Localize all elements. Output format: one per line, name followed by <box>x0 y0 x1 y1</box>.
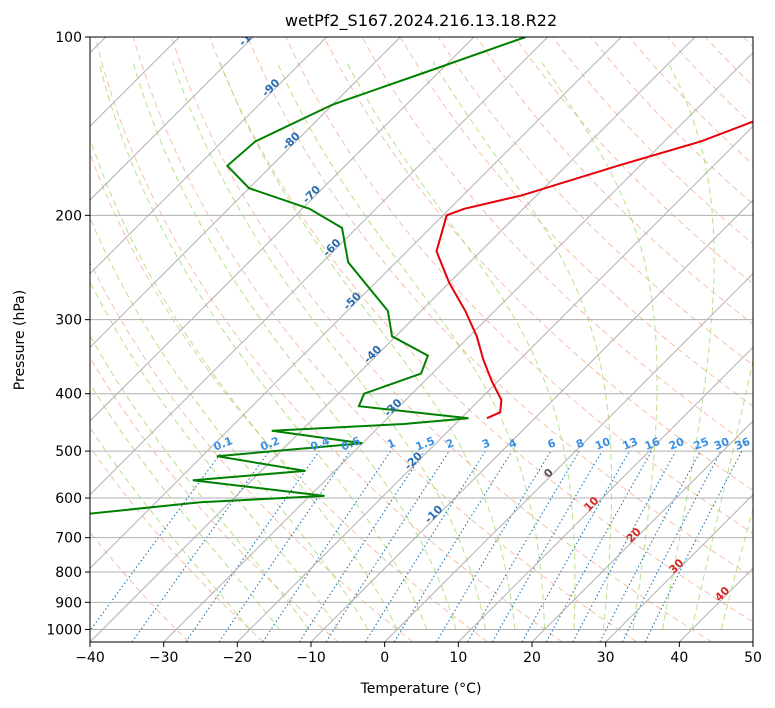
x-tick-label: 20 <box>523 650 541 666</box>
isotherm-line <box>90 37 475 422</box>
moist-adiabat-line <box>276 61 546 630</box>
mixing-ratio-label: 10 <box>593 435 612 453</box>
x-axis-label: Temperature (°C) <box>360 681 482 697</box>
isotherm-line <box>531 420 753 642</box>
sounding-series <box>90 37 753 515</box>
moist-adiabat-line <box>661 61 715 630</box>
mixing-ratio-label: 36 <box>733 435 752 453</box>
y-tick-label: 600 <box>55 491 82 507</box>
moist-adiabat-line <box>691 358 753 630</box>
mixing-ratio-label: 2 <box>444 436 456 451</box>
y-tick-label: 200 <box>55 208 82 224</box>
dry-adiabat-line <box>323 37 753 491</box>
mixing-ratio-line <box>521 450 630 642</box>
mixing-ratio-line <box>467 450 580 642</box>
mixing-ratio-line <box>131 450 270 642</box>
x-tick-label: 10 <box>449 650 467 666</box>
y-tick-label: 100 <box>55 30 82 46</box>
mixing-ratio-line <box>90 450 223 632</box>
moist-adiabat-line <box>720 506 753 630</box>
mixing-ratio-line <box>218 450 351 642</box>
isotherm-line <box>605 493 753 642</box>
mixing-ratio-line <box>572 450 677 642</box>
y-tick-label: 800 <box>55 565 82 581</box>
moist-adiabat-line <box>540 61 658 630</box>
y-tick-label: 700 <box>55 531 82 547</box>
x-tick-label: 40 <box>670 650 688 666</box>
isotherm-line <box>90 37 401 349</box>
isotherm-line <box>90 37 549 496</box>
isotherm-label: -100 <box>236 20 265 49</box>
isotherm-line <box>90 37 328 275</box>
mixing-ratio-label: 8 <box>574 436 586 451</box>
mixing-ratio-line <box>491 450 603 642</box>
mixing-ratio-label: 30 <box>712 435 731 453</box>
x-tick-label: −20 <box>223 650 253 666</box>
x-axis-ticks: −40 −30 −20 −10 0 10 20 30 40 50 <box>75 642 762 666</box>
isotherms <box>90 37 753 642</box>
y-tick-label: 500 <box>55 444 82 460</box>
x-tick-label: 50 <box>744 650 762 666</box>
y-tick-label: 900 <box>55 595 82 611</box>
chart-title: wetPf2_S167.2024.216.13.18.R22 <box>285 11 557 31</box>
mixing-ratio-label: 16 <box>643 435 662 453</box>
x-tick-label: −10 <box>296 650 326 666</box>
moist-adiabat-line <box>132 61 457 630</box>
mixing-ratio-line <box>393 450 513 642</box>
x-tick-label: −40 <box>75 650 105 666</box>
mixing-ratio-line <box>185 450 320 642</box>
mixing-ratio-label: 1 <box>385 436 397 451</box>
dry-adiabat-line <box>90 260 414 642</box>
moist-adiabat-line <box>90 334 310 630</box>
moist-adiabat-line <box>219 61 516 630</box>
isotherm-line <box>457 346 753 642</box>
y-axis-label: Pressure (hPa) <box>12 290 28 390</box>
moist-adiabat-line <box>98 61 428 630</box>
isotherm-line <box>236 125 753 642</box>
mixing-ratio-label: 20 <box>667 435 686 453</box>
dry-adiabat-line <box>132 37 638 642</box>
moist-adiabat-line <box>90 136 398 630</box>
x-tick-label: −30 <box>149 650 179 666</box>
x-tick-label: 0 <box>380 650 389 666</box>
moist-adiabat-line <box>432 61 613 630</box>
moist-adiabat-line <box>90 382 280 630</box>
mixing-ratio-line <box>435 450 552 642</box>
dry-adiabat-line <box>247 37 753 578</box>
dry-adiabat-line <box>90 446 264 642</box>
temperature-line <box>435 120 753 420</box>
x-tick-label: 30 <box>597 650 615 666</box>
isotherm-line <box>163 51 753 642</box>
plot-frame <box>89 36 754 643</box>
moist-adiabat-line <box>172 61 487 630</box>
isotherm-line <box>384 272 753 642</box>
isotherm-line <box>90 37 254 201</box>
dewpoint-line <box>90 37 526 515</box>
mixing-ratio-label: 3 <box>480 436 492 451</box>
moist-adiabat-line <box>90 426 251 630</box>
dry-adiabat-line <box>399 37 753 407</box>
dry-adiabat-line <box>476 37 753 325</box>
mixing-ratio-label: 25 <box>692 435 711 453</box>
mixing-ratio-line <box>325 450 450 642</box>
isotherm-line <box>90 37 696 642</box>
isotherm-line <box>90 37 622 570</box>
dry-adiabat-line <box>514 37 753 285</box>
mixing-ratio-label: 13 <box>621 435 640 453</box>
dry-adiabat-line <box>628 37 753 166</box>
dry-adiabat-line <box>94 37 563 642</box>
isotherm-line <box>310 199 753 642</box>
y-tick-label: 300 <box>55 313 82 329</box>
y-axis-ticks: 100 200 300 400 500 600 700 800 900 1000 <box>46 30 90 638</box>
pressure-gridlines <box>90 37 753 630</box>
y-tick-label: 400 <box>55 387 82 403</box>
plot-area: 0.10.20.40.611.52346810131620253036-100-… <box>90 20 753 642</box>
y-tick-label: 1000 <box>46 622 82 638</box>
mixing-ratio-lines <box>90 450 743 642</box>
mixing-ratio-line <box>364 450 486 642</box>
